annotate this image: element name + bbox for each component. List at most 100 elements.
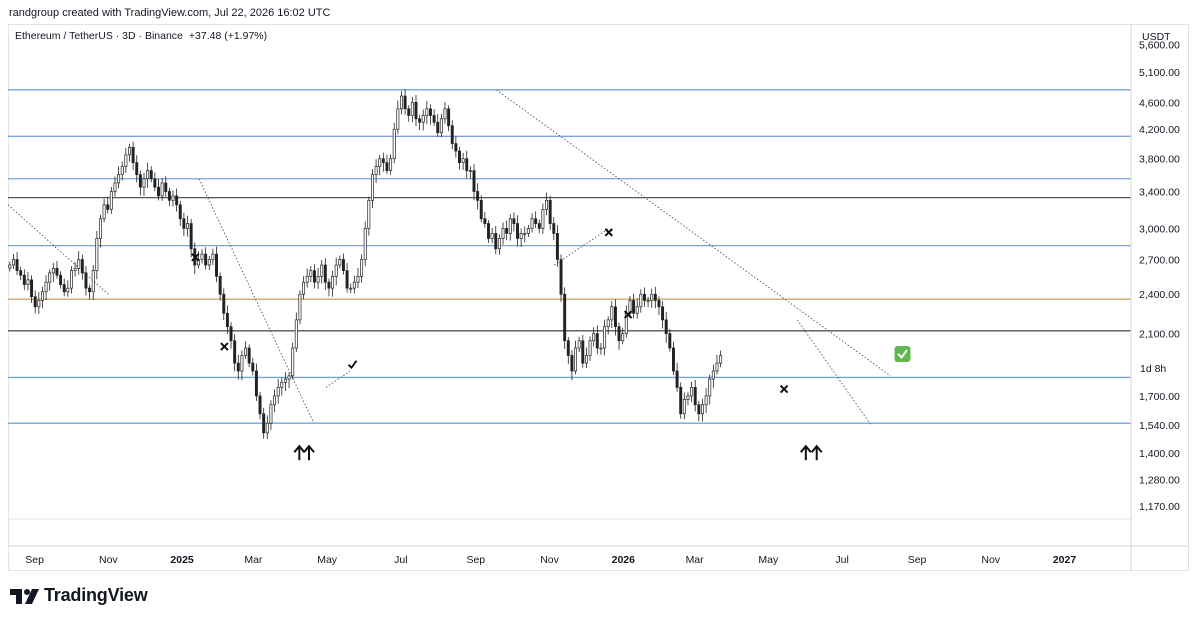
price-tick-label: 2,400.00 — [1139, 289, 1180, 301]
candle — [345, 262, 349, 293]
candle-body-up — [526, 228, 530, 234]
check-badge-icon — [894, 345, 911, 362]
candle-body-down — [552, 223, 556, 234]
candle — [200, 249, 204, 264]
candle — [120, 161, 124, 181]
time-tick-label: Jul — [394, 554, 407, 566]
candle — [316, 268, 320, 289]
candle — [374, 159, 378, 183]
candle-body-up — [603, 326, 607, 349]
candle-body-up — [302, 281, 306, 295]
candle — [632, 294, 636, 319]
candle — [381, 152, 385, 172]
chart-title: Ethereum / TetherUS · 3D · Binance — [15, 30, 183, 42]
candle — [356, 268, 360, 289]
candle — [124, 147, 128, 173]
candle — [298, 290, 302, 325]
time-tick-label: 2025 — [170, 554, 194, 566]
candle — [410, 96, 414, 123]
candle — [432, 109, 436, 126]
candle-body-up — [490, 233, 494, 239]
arrow-head — [800, 444, 812, 453]
candle-body-up — [160, 182, 164, 197]
candle — [320, 260, 324, 284]
tradingview-logo[interactable]: TradingView — [10, 585, 148, 606]
candle-body-up — [711, 370, 715, 380]
candle-body-up — [69, 270, 73, 289]
candle-body-up — [363, 228, 367, 260]
candle-body-down — [323, 264, 327, 283]
candle-body-down — [570, 355, 574, 372]
candle-body-up — [468, 170, 472, 172]
price-tick-label: 3,400.00 — [1139, 187, 1180, 199]
candle-body-down — [534, 218, 538, 224]
candle-body-down — [247, 347, 251, 364]
candle-body-up — [117, 174, 121, 184]
candle-body-up — [305, 276, 309, 283]
candle — [222, 288, 226, 321]
candle — [91, 265, 95, 300]
price-tick-label: 1,400.00 — [1139, 448, 1180, 460]
candle-body-up — [541, 209, 545, 229]
trendline — [198, 178, 315, 424]
cross-marker-icon — [191, 253, 200, 262]
candle-body-up — [360, 259, 364, 277]
arrow-head — [293, 444, 306, 453]
candle-body-down — [483, 218, 487, 224]
candle-body-up — [283, 378, 287, 383]
time-axis[interactable]: Sep Nov 2025 Mar May Jul Sep Nov 2026 Mar May Jul Se… — [25, 554, 1076, 566]
trendline — [496, 89, 891, 377]
candle — [11, 254, 15, 270]
candle — [62, 278, 66, 297]
candle-body-down — [157, 186, 160, 197]
candle — [552, 217, 556, 241]
candle — [675, 362, 679, 392]
candle-body-up — [102, 204, 106, 220]
candle — [671, 341, 675, 376]
candle — [331, 270, 335, 297]
candle-body-down — [447, 108, 451, 127]
candle — [15, 252, 19, 276]
candle-body-down — [617, 326, 621, 342]
candle — [483, 211, 487, 228]
candle — [711, 364, 715, 389]
candle — [396, 100, 400, 135]
candle — [22, 269, 26, 290]
candle — [77, 251, 81, 275]
candle — [30, 275, 34, 304]
candle-body-up — [592, 333, 596, 342]
candle — [233, 334, 237, 372]
candle — [95, 231, 99, 280]
up-arrow-icon — [293, 444, 306, 461]
candle-body-up — [124, 154, 128, 167]
candle-body-down — [661, 306, 665, 321]
candle — [472, 164, 476, 201]
candle-body-up — [309, 270, 313, 277]
candle — [363, 221, 367, 267]
candle — [657, 296, 661, 315]
candle — [700, 398, 704, 422]
candle-body-up — [639, 293, 643, 308]
candle-body-up — [48, 272, 52, 283]
candle-body-up — [588, 340, 592, 356]
candle-body-up — [128, 146, 131, 156]
candle — [425, 100, 429, 125]
candle — [102, 198, 106, 223]
candle — [635, 298, 639, 319]
candle — [167, 187, 171, 207]
trendline — [325, 370, 351, 388]
up-arrow-icon — [303, 444, 315, 461]
arrow-head — [810, 444, 823, 453]
price-axis[interactable]: 1,170.00 1,280.00 1,400.00 1,540.00 1,700.00… — [1139, 39, 1180, 513]
candle — [617, 322, 621, 350]
candle-body-up — [519, 233, 523, 239]
candle-body-down — [675, 370, 679, 388]
candle-body-up — [273, 395, 277, 406]
candle — [160, 177, 164, 201]
candle-body-up — [599, 347, 603, 350]
candle — [352, 275, 356, 294]
candle — [309, 266, 313, 283]
candle-body-down — [555, 233, 559, 260]
candle-body-up — [171, 195, 175, 201]
